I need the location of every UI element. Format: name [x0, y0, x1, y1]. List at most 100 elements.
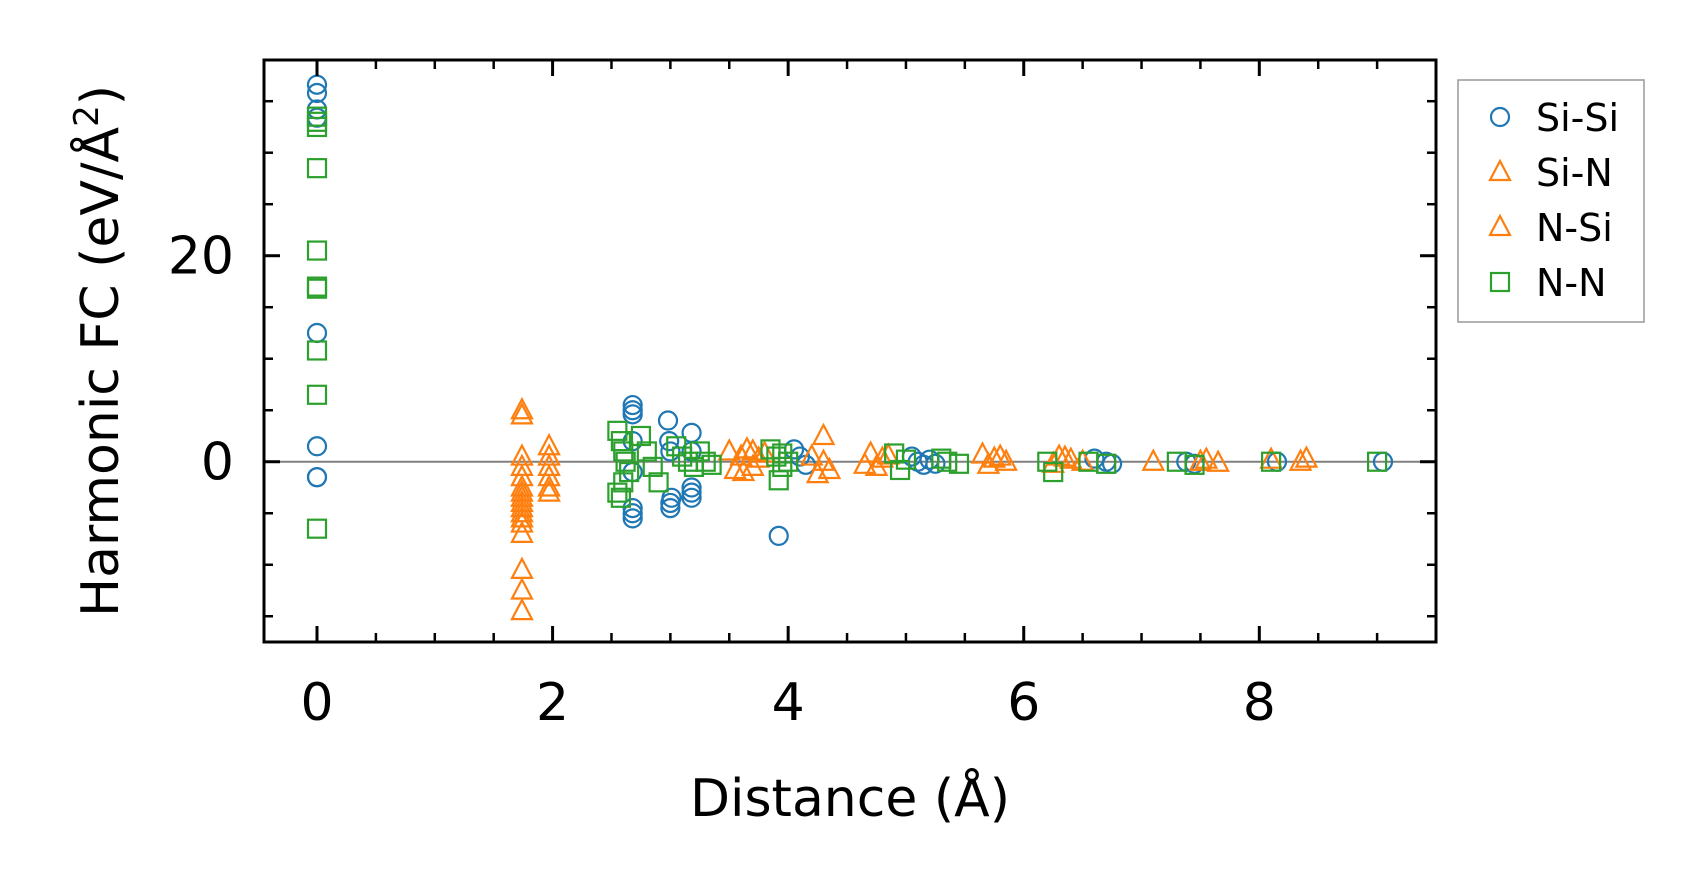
data-point-si-n [510, 396, 534, 420]
data-point-n-si [731, 458, 756, 482]
legend-label-si-si: Si-Si [1536, 96, 1619, 140]
plot-frame [262, 58, 1438, 644]
data-point-n-si [976, 451, 1001, 474]
legend-label-n-n: N-N [1536, 261, 1607, 305]
data-point-n-n [610, 431, 632, 452]
data-point-n-n [701, 454, 722, 475]
data-point-n-n [619, 461, 640, 483]
data-point-n-n [306, 384, 328, 405]
data-point-n-n [607, 482, 628, 503]
data-point-si-n [817, 456, 842, 480]
data-point-n-n [689, 441, 710, 462]
data-point-si-si [306, 82, 328, 104]
data-point-si-n [510, 597, 534, 621]
data-point-n-si [1288, 448, 1313, 471]
x-tick-label: 4 [772, 673, 805, 733]
data-point-si-n [746, 445, 771, 468]
data-point-si-n [741, 453, 765, 476]
data-point-n-si [510, 494, 534, 518]
legend-item-si-si: Si-Si [1489, 96, 1619, 140]
data-point-n-n [772, 456, 793, 477]
data-point-si-n [1194, 446, 1219, 469]
data-point-si-n [870, 445, 895, 468]
x-tick-label: 8 [1243, 673, 1276, 733]
data-point-si-n [510, 556, 534, 579]
data-point-si-si [660, 441, 681, 462]
data-point-si-n [858, 440, 883, 463]
data-point-n-n [607, 420, 628, 441]
data-point-n-n [613, 441, 634, 462]
legend-item-n-n: N-N [1489, 261, 1607, 305]
data-point-n-n [760, 439, 781, 460]
data-point-n-n [666, 436, 687, 457]
data-point-si-n [1206, 449, 1230, 472]
data-point-n-si [1259, 446, 1283, 469]
data-point-n-n [630, 425, 652, 447]
data-point-si-si [1101, 453, 1123, 474]
data-point-n-n [1367, 451, 1388, 472]
data-point-n-n [636, 441, 657, 462]
data-point-n-n [306, 111, 328, 132]
data-point-n-n [1043, 461, 1064, 483]
data-point-si-n [717, 438, 742, 461]
data-point-n-n [648, 472, 669, 493]
data-point-n-si [510, 520, 534, 543]
legend-label-si-n: Si-N [1536, 151, 1613, 195]
data-point-n-n [695, 451, 716, 472]
data-point-n-n [884, 443, 905, 464]
data-point-si-si [681, 482, 702, 503]
data-point-n-n [948, 453, 970, 474]
y-axis-label: Harmonic FC (eV/Å2) [67, 85, 131, 617]
data-point-si-n [510, 402, 534, 425]
data-point-n-si [537, 474, 561, 497]
data-point-si-si [919, 449, 940, 470]
x-tick-label: 0 [300, 673, 333, 733]
y-tick-label: 0 [201, 433, 234, 493]
data-point-si-n [1059, 446, 1083, 469]
data-point-n-n [610, 487, 632, 508]
data-point-si-n [735, 436, 759, 459]
legend-marker-shape [1489, 271, 1511, 293]
legend-marker-n-si [1488, 213, 1512, 237]
data-point-si-n [1294, 445, 1319, 468]
data-point-n-n [306, 158, 328, 179]
data-point-si-si [306, 322, 328, 344]
data-point-si-si [659, 431, 680, 452]
data-point-n-n [306, 518, 328, 539]
data-point-n-si [805, 460, 830, 484]
data-point-si-si [622, 404, 643, 425]
data-point-n-n [895, 449, 917, 470]
data-point-si-si [622, 508, 643, 529]
x-tick-label: 6 [1007, 673, 1040, 733]
legend-frame [1457, 79, 1645, 323]
data-point-si-n [811, 422, 836, 446]
legend-marker-si-n [1488, 158, 1512, 182]
data-point-si-n [799, 443, 824, 466]
data-point-n-n [766, 446, 787, 467]
data-point-si-si [681, 477, 702, 498]
data-point-si-n [1141, 448, 1166, 471]
data-point-n-si [741, 438, 765, 461]
data-point-si-si [622, 497, 643, 519]
data-point-n-n [1260, 451, 1282, 472]
data-point-n-n [615, 451, 636, 472]
data-point-n-si [752, 440, 777, 463]
data-point-si-si [660, 492, 681, 514]
data-point-si-si [660, 497, 681, 519]
legend-marker-shape [1489, 106, 1511, 128]
data-point-n-si [510, 505, 534, 528]
data-point-si-si [622, 503, 643, 524]
x-tick-label: 2 [536, 673, 569, 733]
series-n-si [510, 438, 1313, 543]
legend-marker-si-si [1489, 106, 1511, 128]
data-point-si-n [510, 577, 534, 600]
series-layer [306, 74, 1394, 621]
data-point-si-si [657, 410, 679, 431]
data-point-n-n [768, 470, 789, 491]
data-point-n-n [1184, 454, 1205, 475]
data-point-si-si [306, 436, 328, 457]
legend-label-n-si: N-Si [1536, 206, 1613, 250]
data-point-n-si [852, 451, 877, 474]
